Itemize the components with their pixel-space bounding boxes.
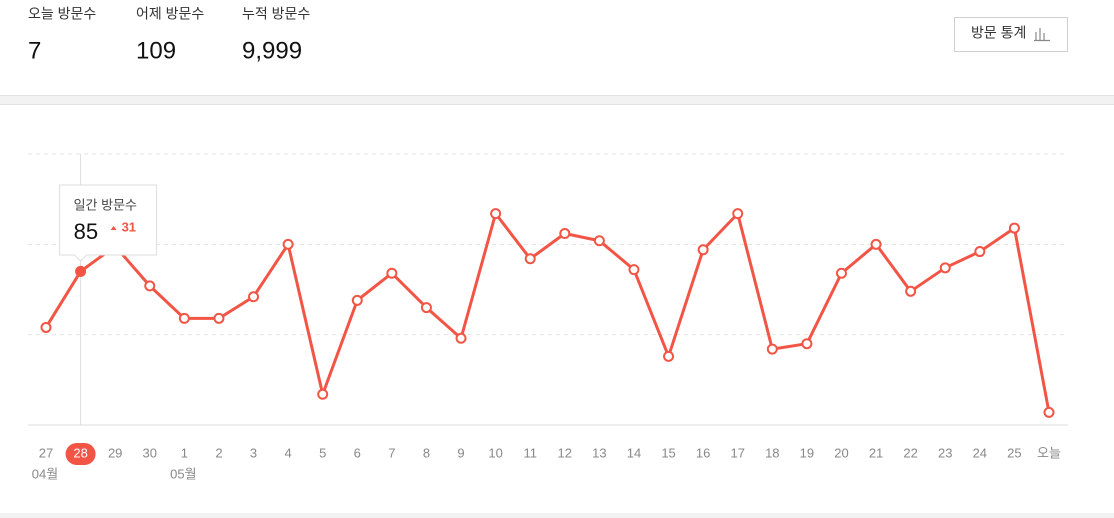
x-tick-label: 15 — [661, 445, 675, 460]
point — [663, 350, 675, 362]
x-tick-label: 3 — [250, 445, 257, 460]
x-tick-label: 1 — [181, 445, 188, 460]
point — [282, 238, 294, 250]
x-tick-label: 19 — [800, 445, 814, 460]
point — [386, 267, 398, 279]
x-tick-label: 22 — [903, 445, 917, 460]
x-tick-label: 24 — [973, 445, 987, 460]
button-frame[interactable] — [954, 17, 1068, 52]
x-tick-label: 16 — [696, 445, 710, 460]
tooltip-change: 31 — [122, 219, 136, 234]
x-tick-label: 10 — [488, 445, 502, 460]
x-tick-label: 21 — [869, 445, 883, 460]
button-label[interactable]: 방문 통계 — [971, 25, 1026, 41]
stats-card — [0, 0, 1114, 95]
x-tick-label: 6 — [354, 445, 361, 460]
month-label: 05월 — [170, 466, 196, 481]
x-tick-label: 12 — [558, 445, 572, 460]
stat-value: 7 — [28, 37, 41, 64]
x-tick-label: 2 — [215, 445, 222, 460]
point — [593, 235, 605, 247]
stat-value: 9,999 — [242, 37, 302, 64]
month-label: 04월 — [32, 466, 58, 481]
point — [75, 265, 87, 277]
stat-value: 109 — [136, 37, 176, 64]
x-tick-label: 25 — [1007, 445, 1021, 460]
x-tick-label: 13 — [592, 445, 606, 460]
point — [697, 244, 709, 256]
point — [144, 280, 156, 292]
tooltip-value: 85 — [74, 219, 98, 244]
point — [835, 267, 847, 279]
point — [766, 343, 778, 355]
x-tick-label: 27 — [39, 445, 53, 460]
x-tick-label: 23 — [938, 445, 952, 460]
tooltip-title: 일간 방문수 — [74, 197, 137, 212]
x-tick-label: 11 — [523, 445, 537, 460]
x-tick-label: 5 — [319, 445, 326, 460]
point — [40, 321, 52, 333]
point — [317, 388, 329, 400]
selected-pill — [65, 443, 96, 465]
stat-label: 어제 방문수 — [136, 6, 204, 22]
point — [490, 208, 502, 220]
x-tick-label: 28 — [73, 445, 87, 460]
chart-card — [0, 104, 1114, 513]
point — [420, 302, 432, 314]
point — [939, 262, 951, 274]
stat-label: 오늘 방문수 — [28, 6, 96, 22]
tooltip-box — [59, 184, 158, 262]
x-tick-label: 20 — [834, 445, 848, 460]
point — [1043, 406, 1055, 418]
point — [870, 238, 882, 250]
x-tick-label: 17 — [730, 445, 744, 460]
line — [44, 212, 1051, 413]
point — [732, 208, 744, 220]
up-arrow — [110, 226, 117, 230]
x-tick-label: 14 — [627, 445, 641, 460]
x-tick-label: 29 — [108, 445, 122, 460]
point — [248, 291, 260, 303]
point — [524, 253, 536, 265]
point — [801, 338, 813, 350]
x-tick-label: 8 — [423, 445, 430, 460]
point — [351, 294, 363, 306]
x-tick-label: 9 — [457, 445, 464, 460]
point — [559, 227, 571, 239]
stat-label: 누적 방문수 — [242, 6, 310, 22]
point — [1008, 222, 1020, 234]
point — [213, 312, 225, 324]
chart-icon — [1034, 28, 1050, 42]
x-tick-label: 18 — [765, 445, 779, 460]
stats-button[interactable]: 방문 통계 — [954, 17, 1068, 52]
point — [974, 246, 986, 258]
x-tick-label: 4 — [284, 445, 291, 460]
x-tick-label: 오늘 — [1037, 445, 1061, 460]
x-tick-label: 7 — [388, 445, 395, 460]
point — [628, 264, 640, 276]
point — [455, 332, 467, 344]
point — [178, 312, 190, 324]
x-tick-label: 30 — [143, 445, 157, 460]
point — [905, 285, 917, 297]
